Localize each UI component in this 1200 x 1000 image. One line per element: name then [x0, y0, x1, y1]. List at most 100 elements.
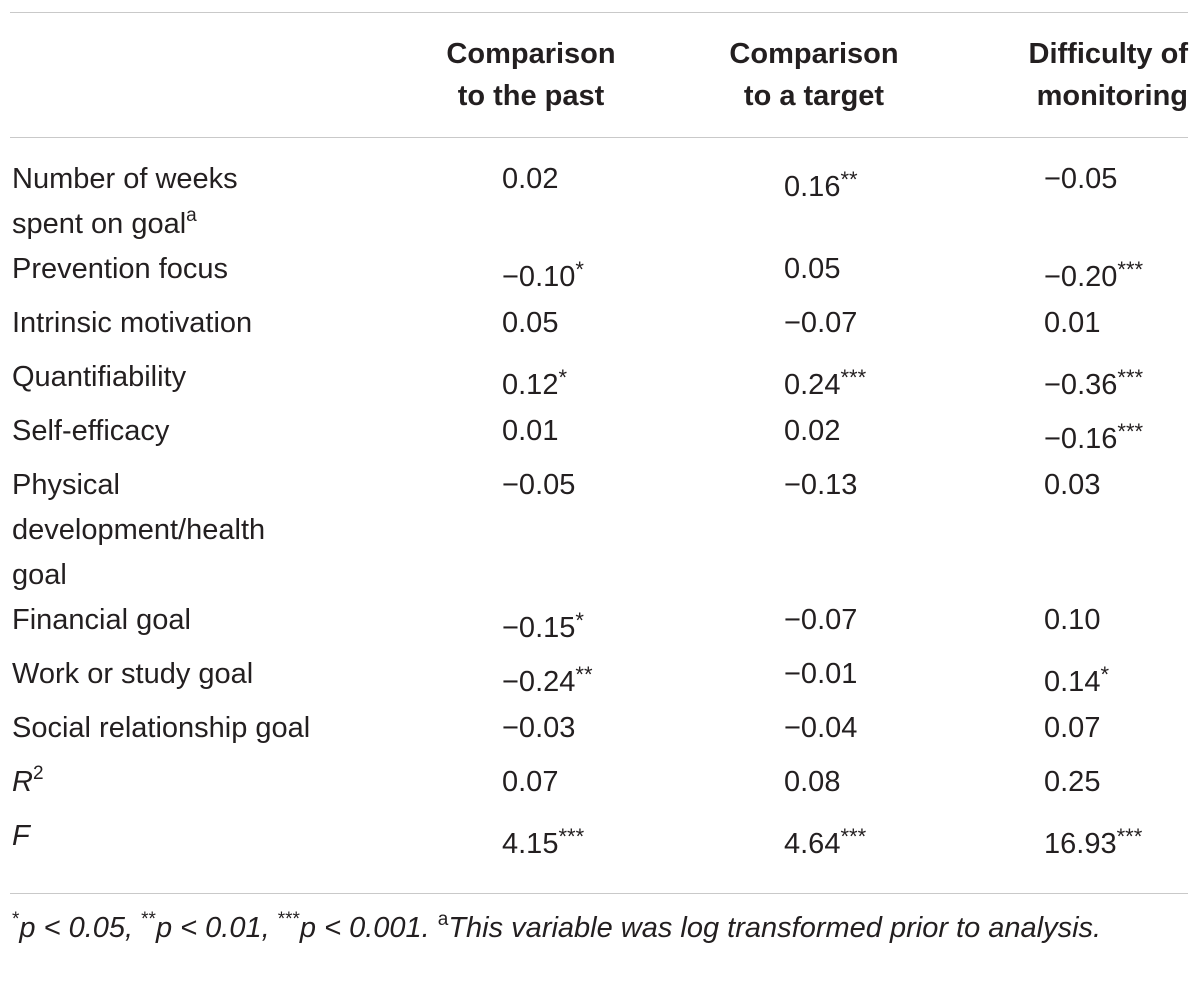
cell-comparison-past: −0.03 — [388, 706, 674, 760]
header-difficulty-monitoring: Difficulty of monitoring — [1028, 37, 1189, 112]
footnote-marker: a — [186, 205, 197, 226]
cell-comparison-target: −0.04 — [674, 706, 954, 760]
cell-value: −0.20 — [1044, 261, 1118, 293]
row-label: Work or study goal — [10, 652, 388, 706]
r-squared-label: R — [12, 766, 33, 798]
cell-comparison-target: −0.07 — [674, 301, 954, 355]
cell-value: 4.64 — [784, 828, 841, 860]
cell-difficulty-monitoring: 16.93*** — [954, 814, 1188, 872]
significance-stars: * — [1100, 662, 1110, 687]
footnote-star-2: ** — [141, 909, 156, 930]
cell-value: 0.07 — [1044, 712, 1101, 744]
significance-stars: * — [558, 365, 568, 390]
cell-value: 16.93 — [1044, 828, 1117, 860]
cell-value: −0.36 — [1044, 369, 1118, 401]
cell-comparison-target: 0.24*** — [674, 355, 954, 409]
significance-stars: ** — [575, 662, 593, 687]
row-label: Social relationship goal — [10, 706, 388, 760]
cell-value: 0.16 — [784, 171, 841, 203]
row-label-line: Prevention focus — [12, 253, 229, 285]
cell-value: 0.07 — [502, 766, 559, 798]
cell-value: 0.05 — [784, 253, 841, 285]
header-comparison-target: Comparison to a target — [729, 37, 899, 112]
header-row: Comparison to the past Comparison to a t… — [10, 12, 1188, 137]
significance-stars: *** — [1117, 419, 1144, 444]
cell-difficulty-monitoring: −0.36*** — [954, 355, 1188, 409]
cell-comparison-past: 0.02 — [388, 137, 674, 247]
row-label: R2 — [10, 760, 388, 814]
cell-comparison-past: −0.10* — [388, 247, 674, 301]
cell-value: −0.05 — [502, 469, 576, 501]
cell-value: 4.15 — [502, 828, 559, 860]
cell-value: 0.12 — [502, 369, 559, 401]
cell-comparison-target: 0.08 — [674, 760, 954, 814]
cell-comparison-past: 0.05 — [388, 301, 674, 355]
footnote-star-1: * — [12, 909, 20, 930]
cell-comparison-target: 0.16** — [674, 137, 954, 247]
table-row-r-squared: R2 0.07 0.08 0.25 — [10, 760, 1188, 814]
table-row: Quantifiability 0.12* 0.24*** −0.36*** — [10, 355, 1188, 409]
row-label-line: development/health — [12, 514, 266, 546]
row-label: Physical development/health goal — [10, 463, 388, 598]
row-label: Prevention focus — [10, 247, 388, 301]
cell-difficulty-monitoring: 0.10 — [954, 598, 1188, 652]
significance-stars: ** — [840, 167, 858, 192]
cell-difficulty-monitoring: −0.20*** — [954, 247, 1188, 301]
table-row: Physical development/health goal −0.05 −0.13… — [10, 463, 1188, 598]
cell-comparison-target: −0.07 — [674, 598, 954, 652]
significance-stars: *** — [1117, 257, 1144, 282]
row-label: Number of weeks spent on goala — [10, 137, 388, 247]
table-row: Social relationship goal −0.03 −0.04 0.07 — [10, 706, 1188, 760]
cell-value: 0.01 — [502, 415, 559, 447]
significance-stars: * — [575, 608, 584, 633]
row-label-line: spent on goal — [12, 208, 187, 240]
cell-value: 0.05 — [502, 307, 559, 339]
table-bottom-rule — [10, 893, 1188, 894]
row-label: Self-efficacy — [10, 409, 388, 463]
footnote-p1: p < 0.05, — [19, 912, 142, 944]
cell-value: 0.02 — [502, 163, 559, 195]
cell-value: 0.10 — [1044, 604, 1101, 636]
row-label-line: Financial goal — [12, 604, 191, 636]
footnote-mark-a: a — [437, 909, 449, 930]
table-top-rule — [10, 12, 1188, 13]
footnote-text: This variable was log transformed prior … — [448, 912, 1102, 944]
cell-value: 0.03 — [1044, 469, 1101, 501]
cell-value: 0.02 — [784, 415, 841, 447]
table-header: Comparison to the past Comparison to a t… — [10, 12, 1188, 137]
cell-difficulty-monitoring: 0.01 — [954, 301, 1188, 355]
table-row: Prevention focus −0.10* 0.05 −0.20*** — [10, 247, 1188, 301]
significance-stars: *** — [840, 365, 867, 390]
row-label-line: Number of weeks — [12, 163, 238, 195]
f-statistic-label: F — [12, 820, 30, 852]
cell-value: −0.03 — [502, 712, 576, 744]
table-row: Self-efficacy 0.01 0.02 −0.16*** — [10, 409, 1188, 463]
row-label-line-wrap: spent on goala — [12, 202, 388, 247]
table-row: Number of weeks spent on goala 0.02 0.16** −… — [10, 137, 1188, 247]
cell-value: 0.08 — [784, 766, 841, 798]
table-row-f-statistic: F 4.15*** 4.64*** 16.93*** — [10, 814, 1188, 872]
cell-difficulty-monitoring: 0.25 — [954, 760, 1188, 814]
significance-stars: *** — [1117, 365, 1144, 390]
cell-comparison-target: −0.01 — [674, 652, 954, 706]
row-label: Quantifiability — [10, 355, 388, 409]
table-body: Number of weeks spent on goala 0.02 0.16** −… — [10, 137, 1188, 872]
cell-value: −0.07 — [784, 307, 858, 339]
cell-comparison-target: −0.13 — [674, 463, 954, 598]
cell-value: −0.10 — [502, 261, 576, 293]
cell-value: −0.05 — [1044, 163, 1118, 195]
row-label: Financial goal — [10, 598, 388, 652]
row-label-line: Work or study goal — [12, 658, 254, 690]
r-squared-exponent: 2 — [32, 763, 44, 784]
cell-difficulty-monitoring: 0.07 — [954, 706, 1188, 760]
cell-value: 0.24 — [784, 369, 841, 401]
row-label: F — [10, 814, 388, 872]
cell-comparison-past: −0.05 — [388, 463, 674, 598]
table-header-rule — [10, 137, 1188, 138]
cell-value: −0.01 — [784, 658, 858, 690]
cell-comparison-past: −0.15* — [388, 598, 674, 652]
cell-value: −0.24 — [502, 666, 576, 698]
cell-value: 0.01 — [1044, 307, 1101, 339]
cell-difficulty-monitoring: 0.03 — [954, 463, 1188, 598]
footnote-star-3: *** — [277, 909, 300, 930]
